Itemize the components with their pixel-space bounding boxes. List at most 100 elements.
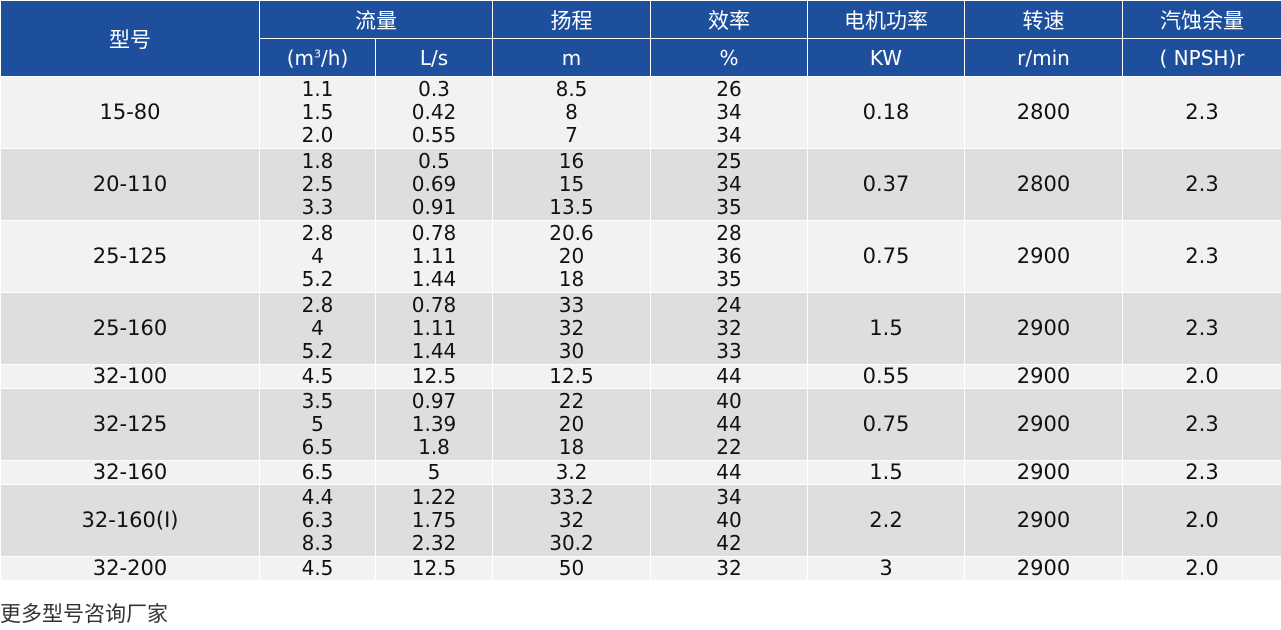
- flow-m3h-cell: 1.1 1.5 2.0: [259, 76, 376, 149]
- model-cell: 32-125: [0, 388, 260, 461]
- cell-value: 13.5: [549, 195, 594, 219]
- model-cell: 32-200: [0, 556, 260, 581]
- cell-value: 2.0: [301, 123, 334, 147]
- cell-value: 18: [558, 435, 585, 459]
- flow-ls-cell: 5: [375, 460, 493, 485]
- npsh-cell: 2.3: [1122, 76, 1281, 149]
- cell-value: 25: [716, 149, 742, 173]
- efficiency-cell: 40 44 22: [650, 388, 808, 461]
- cell-value: 26: [716, 77, 742, 101]
- motor-power-cell: 2.2: [807, 484, 965, 557]
- header-unit-efficiency: %: [650, 38, 808, 77]
- cell-value: 34: [716, 485, 742, 509]
- header-motor-power: 电机功率: [807, 0, 965, 39]
- motor-power-cell: 3: [807, 556, 965, 581]
- speed-cell: 2900: [964, 484, 1123, 557]
- cell-value: 30: [558, 339, 585, 363]
- efficiency-cell: 44: [650, 364, 808, 389]
- cell-value: 42: [716, 531, 742, 555]
- cell-value: 22: [558, 389, 585, 413]
- efficiency-cell: 44: [650, 460, 808, 485]
- cell-value: 0.5: [418, 149, 450, 173]
- head-cell: 20.6 20 18: [492, 220, 651, 293]
- cell-value: 5: [427, 460, 441, 484]
- npsh-cell: 2.0: [1122, 484, 1281, 557]
- header-head: 扬程: [492, 0, 651, 39]
- cell-value: 44: [716, 460, 742, 484]
- header-flow: 流量: [259, 0, 493, 39]
- npsh-cell: 2.0: [1122, 364, 1281, 389]
- model-cell: 25-125: [0, 220, 260, 293]
- cell-value: 12.5: [411, 556, 457, 580]
- cell-value: 34: [716, 123, 742, 147]
- efficiency-cell: 24 32 33: [650, 292, 808, 365]
- cell-value: 34: [716, 172, 742, 196]
- speed-cell: 2800: [964, 148, 1123, 221]
- cell-value: 4.5: [301, 556, 334, 580]
- cell-value: 1.5: [301, 100, 334, 124]
- head-cell: 22 20 18: [492, 388, 651, 461]
- cell-value: 1.11: [411, 244, 457, 268]
- speed-cell: 2900: [964, 292, 1123, 365]
- flow-m3h-cell: 4.5: [259, 556, 376, 581]
- model-cell: 15-80: [0, 76, 260, 149]
- efficiency-cell: 28 36 35: [650, 220, 808, 293]
- cell-value: 20: [558, 244, 585, 268]
- flow-m3h-cell: 2.8 4 5.2: [259, 292, 376, 365]
- cell-value: 2.5: [301, 172, 334, 196]
- model-cell: 20-110: [0, 148, 260, 221]
- table-row: 32-200 4.5 12.5 50 32 3 2900 2.0: [0, 556, 1281, 581]
- cell-value: 8.5: [555, 77, 588, 101]
- efficiency-cell: 32: [650, 556, 808, 581]
- cell-value: 0.78: [411, 293, 457, 317]
- head-cell: 12.5: [492, 364, 651, 389]
- cell-value: 32: [558, 316, 585, 340]
- cell-value: 18: [558, 267, 585, 291]
- efficiency-cell: 34 40 42: [650, 484, 808, 557]
- cell-value: 5.2: [301, 339, 334, 363]
- cell-value: 40: [716, 389, 742, 413]
- efficiency-cell: 26 34 34: [650, 76, 808, 149]
- table-row: 32-100 4.5 12.5 12.5 44 0.55 2900 2.0: [0, 364, 1281, 389]
- cell-value: 1.8: [301, 149, 334, 173]
- flow-ls-cell: 12.5: [375, 556, 493, 581]
- header-speed: 转速: [964, 0, 1123, 39]
- cell-value: 3.2: [555, 460, 588, 484]
- table-row: 32-160(I) 4.4 6.3 8.3 1.22 1.75 2.32 33.2 32 30.2…: [0, 484, 1281, 557]
- cell-value: 4.5: [301, 364, 334, 388]
- cell-value: 3.3: [301, 195, 334, 219]
- cell-value: 0.97: [411, 389, 457, 413]
- table-header: 型号 流量 扬程 效率 电机功率 转速 汽蚀余量 (m3/h) L/s m % …: [0, 0, 1281, 77]
- cell-value: 34: [716, 100, 742, 124]
- cell-value: 0.78: [411, 221, 457, 245]
- cell-value: 8.3: [301, 531, 334, 555]
- npsh-cell: 2.3: [1122, 388, 1281, 461]
- speed-cell: 2900: [964, 220, 1123, 293]
- table-row: 32-160 6.5 5 3.2 44 1.5 2900 2.3: [0, 460, 1281, 485]
- head-cell: 8.5 8 7: [492, 76, 651, 149]
- cell-value: 4.4: [301, 485, 334, 509]
- cell-value: 24: [716, 293, 742, 317]
- model-cell: 32-160(I): [0, 484, 260, 557]
- footnote: 更多型号咨询厂家: [0, 602, 168, 626]
- cell-value: 3.5: [301, 389, 334, 413]
- cell-value: 35: [716, 195, 742, 219]
- table-body: 15-80 1.1 1.5 2.0 0.3 0.42 0.55 8.5 8 7 26 34 34 0.18…: [0, 76, 1281, 581]
- cell-value: 1.39: [411, 412, 457, 436]
- cell-value: 2.8: [301, 293, 334, 317]
- cell-value: 44: [716, 364, 742, 388]
- cell-value: 5.2: [301, 267, 334, 291]
- head-cell: 33.2 32 30.2: [492, 484, 651, 557]
- header-unit-head: m: [492, 38, 651, 77]
- head-cell: 3.2: [492, 460, 651, 485]
- speed-cell: 2900: [964, 556, 1123, 581]
- cell-value: 28: [716, 221, 742, 245]
- npsh-cell: 2.3: [1122, 148, 1281, 221]
- flow-ls-cell: 12.5: [375, 364, 493, 389]
- cell-value: 4: [311, 244, 324, 268]
- motor-power-cell: 0.75: [807, 388, 965, 461]
- header-model: 型号: [0, 0, 260, 77]
- speed-cell: 2900: [964, 364, 1123, 389]
- cell-value: 20.6: [549, 221, 594, 245]
